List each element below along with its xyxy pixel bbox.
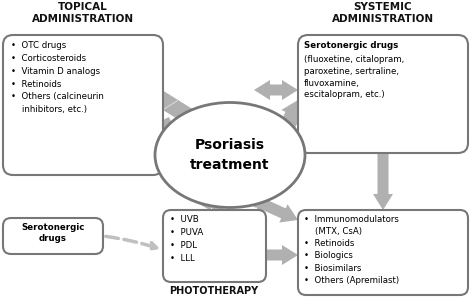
Polygon shape	[244, 100, 301, 208]
Text: TOPICAL
ADMINISTRATION: TOPICAL ADMINISTRATION	[32, 2, 134, 24]
Polygon shape	[200, 189, 220, 210]
Text: •  OTC drugs
•  Corticosteroids
•  Vitamin D analogs
•  Retinoids
•  Others (cal: • OTC drugs • Corticosteroids • Vitamin …	[11, 41, 104, 114]
FancyBboxPatch shape	[3, 218, 103, 254]
Ellipse shape	[155, 102, 305, 208]
FancyBboxPatch shape	[3, 35, 163, 175]
FancyBboxPatch shape	[298, 210, 468, 295]
Polygon shape	[239, 107, 303, 205]
Polygon shape	[163, 100, 194, 120]
Polygon shape	[250, 245, 298, 265]
Polygon shape	[254, 80, 298, 100]
Polygon shape	[250, 196, 298, 223]
Text: PHOTOTHERAPY: PHOTOTHERAPY	[169, 286, 258, 296]
FancyBboxPatch shape	[298, 35, 468, 153]
Text: Psoriasis
treatment: Psoriasis treatment	[190, 138, 270, 172]
Text: Serotonergic drugs: Serotonergic drugs	[304, 41, 398, 50]
Polygon shape	[373, 137, 393, 210]
Polygon shape	[175, 120, 226, 213]
Text: •  Immunomodulators
    (MTX, CsA)
•  Retinoids
•  Biologics
•  Biosimilars
•  O: • Immunomodulators (MTX, CsA) • Retinoid…	[304, 215, 399, 285]
Text: •  UVB
•  PUVA
•  PDL
•  LLL: • UVB • PUVA • PDL • LLL	[170, 215, 203, 263]
Text: SYSTEMIC
ADMINISTRATION: SYSTEMIC ADMINISTRATION	[332, 2, 434, 24]
Polygon shape	[157, 117, 212, 210]
Text: Serotonergic
drugs: Serotonergic drugs	[21, 223, 85, 243]
Polygon shape	[147, 90, 178, 110]
Text: (fluoxetine, citalopram,
paroxetine, sertraline,
fluvoxamine,
escitalopram, etc.: (fluoxetine, citalopram, paroxetine, ser…	[304, 55, 404, 99]
FancyBboxPatch shape	[163, 210, 266, 282]
